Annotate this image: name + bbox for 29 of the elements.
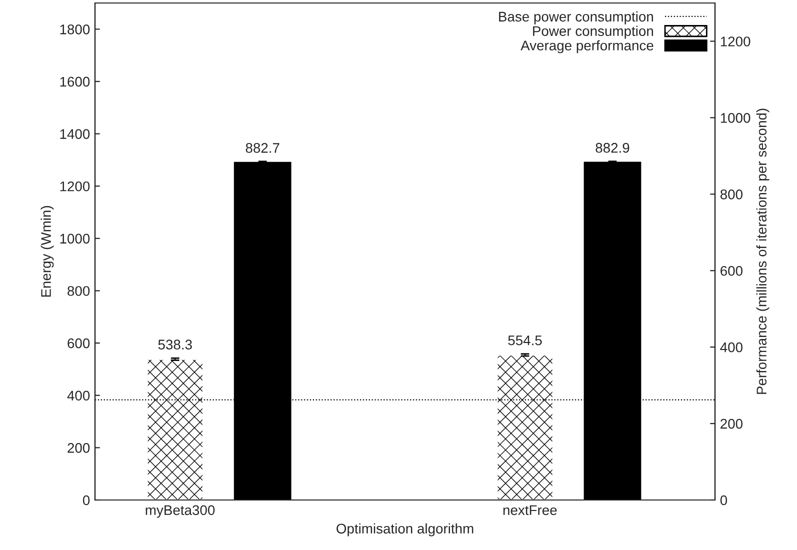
y-tick-label: 0 [82, 495, 90, 506]
y2-tick-label: 200 [720, 418, 742, 429]
data-label: 538.3 [158, 340, 192, 350]
y-tick-label: 1400 [60, 129, 90, 139]
y2-tick-label: 1000 [720, 113, 750, 123]
y-tick-label: 1200 [60, 181, 90, 192]
y2-tick-label: 800 [720, 189, 742, 200]
x-tick-label: myBeta300 [146, 505, 215, 518]
legend-label: Base power consumption [499, 11, 653, 24]
y-tick-label: 200 [68, 443, 90, 453]
data-label: 882.7 [246, 143, 280, 153]
data-label: 554.5 [508, 336, 542, 346]
legend-label: Average performance [520, 40, 654, 54]
y-tick-label: 1000 [60, 234, 90, 244]
y-tick-label: 800 [68, 286, 90, 296]
y-tick-label: 600 [68, 338, 90, 348]
y2-tick-label: 600 [720, 266, 742, 276]
data-label: 882.9 [596, 142, 630, 153]
y2-tick-label: 1200 [720, 36, 750, 46]
y-axis-title: Energy (Wmin) [40, 206, 54, 297]
y2-axis-title: Performance (millions of iterations per second) [756, 108, 770, 394]
y-tick-label: 1600 [60, 76, 90, 87]
x-axis-title: Optimisation algorithm [336, 523, 474, 536]
legend-label: Power consumption [533, 26, 653, 39]
y2-tick-label: 0 [720, 495, 728, 506]
y-tick-label: 400 [67, 390, 90, 401]
y-tick-label: 1800 [60, 24, 90, 34]
y2-tick-label: 400 [720, 342, 742, 352]
x-tick-label: nextFree [503, 505, 557, 516]
